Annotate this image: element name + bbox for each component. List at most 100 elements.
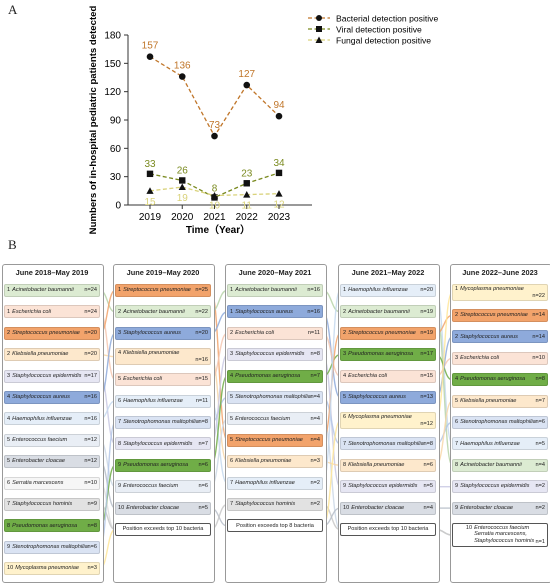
count-label: n=6 [535,419,546,426]
count-label: n=3 [87,565,98,572]
species-name: Staphylococcus aureus [235,308,293,315]
x-tick-label: 2021 [203,212,226,223]
count-label: n=8 [423,440,434,447]
ranking-box: 6 Klebsiella pneumoniae n=3 [227,455,323,469]
ranking-box: 6 Stenotrophomonas maltophilia n=6 [452,416,548,429]
data-point [243,191,251,198]
ranking-box: 8 Staphylococcus epidermidis n=7 [115,437,211,451]
species-name: Pseudomonas aeruginosa [348,351,414,358]
rank-number: 2 [343,308,347,315]
ranking-box: 9 Stenotrophomonas maltophilia n=6 [4,540,100,554]
rank-number: 7 [343,440,347,447]
species-name: Staphylococcus hominis [235,501,296,508]
count-label: n=8 [310,351,321,358]
count-label: n=4 [310,415,321,422]
count-label: n=11 [195,397,208,404]
data-label: 15 [144,197,156,208]
count-label: n=24 [84,308,97,315]
panel-a-label: A [8,2,18,17]
ranking-box: Position exceeds top 10 bacteria [340,523,436,536]
species-name: Position exceeds top 10 bacteria [122,526,204,533]
count-label: n=16 [84,394,97,401]
rank-number: 4 [455,376,459,383]
column-header: June 2021–May 2022 [351,268,425,277]
species-name: Streptococcus pneumoniae [235,437,303,444]
rank-number: 8 [7,522,11,529]
species-name: Escherichia coli [460,355,499,362]
y-tick-label: 30 [110,172,122,183]
column-header: June 2022–June 2023 [462,268,538,277]
ranking-box: 1 Streptococcus pneumoniae n=25 [115,284,211,297]
count-label: n=20 [420,287,433,294]
data-label: 94 [273,100,285,111]
rank-number: 6 [455,419,459,426]
panel-b-label: B [8,237,17,252]
data-label: 12 [273,200,285,211]
legend-marker [316,26,322,32]
species-name: Haemophilus influenzae [12,415,72,422]
species-name: Staphylococcus aureus [123,330,181,337]
species-name: Pseudomonas aeruginosa [460,376,526,383]
rank-number: 2 [7,330,11,337]
count-label: n=16 [307,287,320,294]
count-label: n=7 [310,372,321,379]
data-label: 23 [241,168,253,179]
count-label: n=8 [535,376,546,383]
count-label: n=16 [195,356,208,363]
y-axis-title: Numbers of in-hospital pediatric patient… [88,6,99,235]
count-label: n=20 [84,330,97,337]
ranking-box: 5 Enterococcus faecium n=12 [4,433,100,447]
legend-marker [316,15,322,21]
rank-number: 9 [118,483,122,490]
ranking-box: 4 Pseudomonas aeruginosa n=7 [227,369,323,383]
species-name: Stenotrophomonas maltophilia [235,394,311,401]
rank-number: 8 [118,440,122,447]
rank-number: 8 [343,462,347,469]
legend-label: Fungal detection positive [336,35,431,45]
rank-number: 1 [7,308,11,315]
species-name: Enterobacter cloacae [351,504,405,511]
rank-number: 5 [7,437,11,444]
rank-number: 1 [118,287,122,294]
ranking-box: 1 Staphylococcus aureus n=16 [227,305,323,319]
ranking-box: 2 Klebsiella pneumoniae n=20 [4,348,100,362]
rank-number: 5 [230,415,234,422]
species-name: Stenotrophomonas maltophilia [460,419,536,426]
y-tick-label: 120 [104,87,121,98]
species-name: Streptococcus pneumoniae [12,330,80,337]
rank-number: 9 [7,544,11,551]
species-name: Streptococcus pneumoniae [348,330,416,337]
ranking-box: 2 Streptococcus pneumoniae n=14 [452,309,548,322]
ranking-box: 4 Klebsiella pneumoniae n=16 [115,348,211,366]
rank-number: 10 [343,504,350,511]
ranking-box: 5 Streptococcus pneumoniae n=4 [227,433,323,447]
x-axis-title: Time（Year） [186,223,250,236]
rank-number: 3 [118,330,122,337]
species-name: Position exceeds top 8 bacteria [236,522,314,529]
count-label: n=10 [84,479,97,486]
count-label: n=13 [420,394,433,401]
species-name: Acinetobacter baumannii [12,287,74,294]
ranking-box: 10 Enterococcus faecium Serratia marcesce… [452,523,548,547]
count-label: n=12 [84,458,97,465]
data-label: 136 [174,61,191,72]
species-name: Mycoplasma pneumoniae [348,414,412,421]
rank-number: 6 [118,397,122,404]
species-name: Klebsiella pneumoniae [348,462,405,469]
ranking-box: 7 Haemophilus influenzae n=2 [227,476,323,490]
y-tick-label: 180 [104,31,121,42]
rank-number: 6 [343,414,347,421]
count-label: n=4 [423,504,434,511]
ranking-box: 2 Streptococcus pneumoniae n=19 [340,326,436,340]
species-name: Enterobacter cloacae [460,504,513,511]
count-label: n=16 [307,308,320,315]
data-label: 33 [144,159,156,170]
species-name: Acinetobacter baumannii [460,462,522,469]
species-name: Enterococcus faecium [123,483,179,490]
line-chart: 0 30 60 90 120 150 180 2019 2020 2021 2022 2023 Time… [88,6,438,236]
species-name: Position exceeds top 10 bacteria [347,526,429,533]
x-tick-label: 2019 [139,212,162,223]
species-name: Staphylococcus epidermidis [12,372,82,379]
ranking-box: 6 Mycoplasma pneumoniae n=12 [340,412,436,430]
count-label: n=4 [310,437,321,444]
